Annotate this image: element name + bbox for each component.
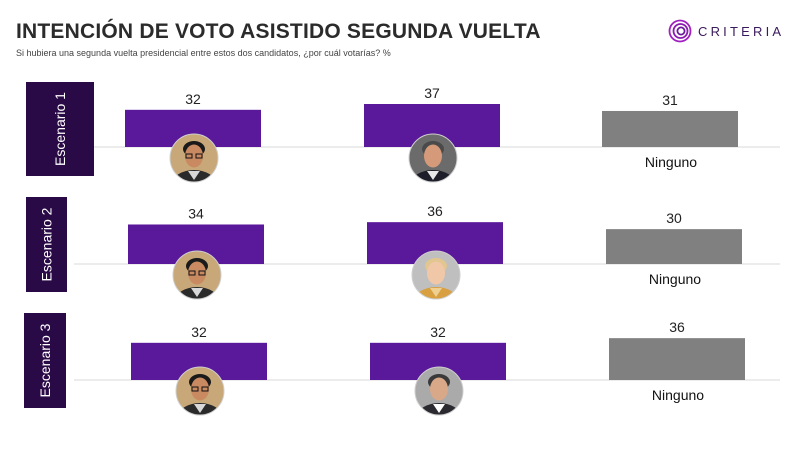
criteria-swirl-icon	[668, 19, 692, 43]
category-label-none: Ninguno	[645, 154, 697, 170]
bar-none	[606, 229, 742, 264]
scenario-band	[26, 197, 67, 292]
candidate-a-photo-icon	[169, 133, 219, 183]
value-label: 32	[191, 324, 207, 340]
value-label: 36	[669, 319, 685, 335]
candidate-a-photo-icon	[175, 366, 225, 416]
candidate-a-photo-icon	[172, 250, 222, 300]
scenario-label: Escenario 2	[39, 207, 55, 281]
value-label: 37	[424, 85, 440, 101]
value-label: 34	[188, 205, 204, 221]
brand-logo: CRITERIA	[668, 19, 784, 43]
bar-none	[609, 338, 745, 380]
value-label: 31	[662, 92, 678, 108]
brand-name: CRITERIA	[698, 23, 785, 39]
value-label: 36	[427, 203, 443, 219]
candidate-d-photo-icon	[414, 366, 464, 416]
page-title: INTENCIÓN DE VOTO ASISTIDO SEGUNDA VUELT…	[16, 20, 541, 43]
candidate-b-photo-icon	[408, 133, 458, 183]
bar-none	[602, 110, 738, 147]
scenario-label: Escenario 3	[37, 323, 53, 397]
value-label: 32	[430, 324, 446, 340]
value-label: 30	[666, 210, 682, 226]
category-label-none: Ninguno	[649, 271, 701, 287]
category-label-none: Ninguno	[652, 387, 704, 403]
scenario-label: Escenario 1	[52, 92, 68, 166]
candidate-c-photo-icon	[411, 250, 461, 300]
scenario-band	[24, 313, 66, 408]
page-subtitle: Si hubiera una segunda vuelta presidenci…	[16, 48, 391, 58]
scenario-band	[26, 82, 94, 176]
value-label: 32	[185, 91, 201, 107]
